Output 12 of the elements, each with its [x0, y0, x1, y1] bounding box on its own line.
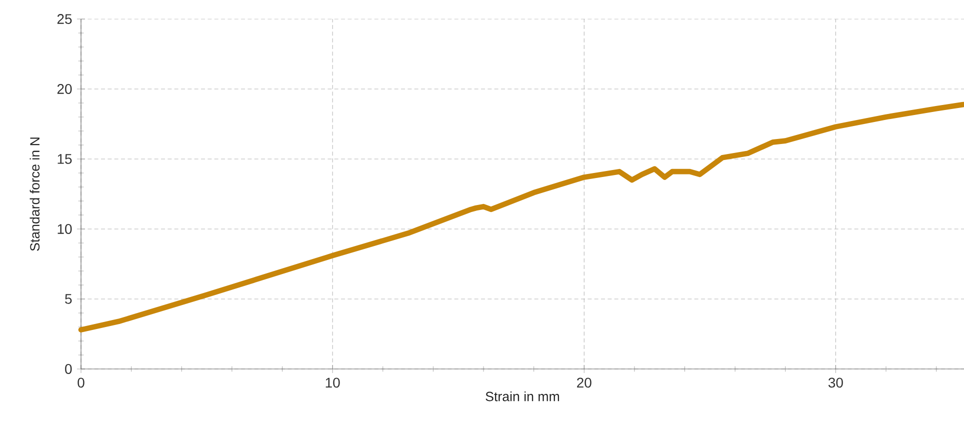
y-tick-label: 15 — [58, 154, 72, 164]
x-axis-title: Strain in mm — [486, 391, 560, 402]
y-tick-label: 10 — [58, 224, 72, 234]
y-tick-label: 0 — [65, 364, 72, 374]
y-tick-label: 5 — [65, 294, 72, 304]
x-tick-label: 0 — [78, 378, 84, 388]
x-tick-label: 30 — [828, 378, 843, 388]
x-tick-label: 20 — [577, 378, 592, 388]
x-tick-label: 10 — [326, 378, 340, 388]
y-tick-label: 25 — [57, 14, 72, 24]
y-tick-label: 20 — [57, 84, 72, 94]
y-axis-title: Standard force in N — [30, 138, 40, 251]
